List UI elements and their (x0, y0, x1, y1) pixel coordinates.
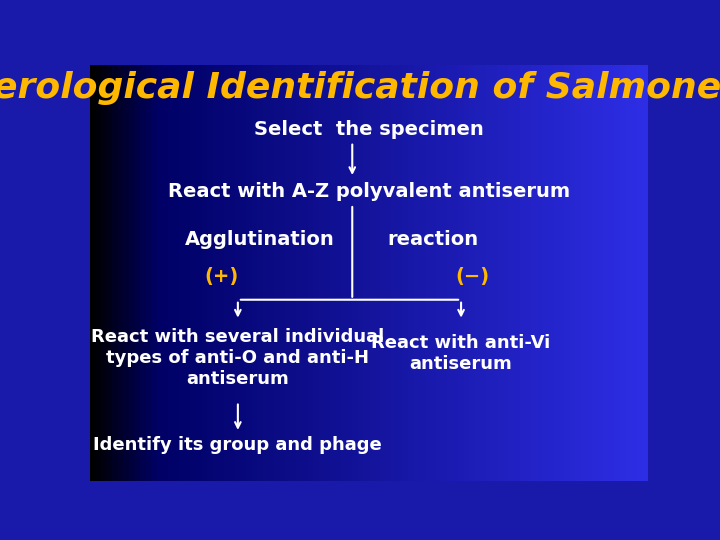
Text: Select  the specimen: Select the specimen (254, 120, 484, 139)
Text: React with A-Z polyvalent antiserum: React with A-Z polyvalent antiserum (168, 182, 570, 201)
Text: (−): (−) (455, 267, 490, 286)
Text: Serological Identification of Salmonella: Serological Identification of Salmonella (0, 71, 720, 105)
Text: (+): (+) (204, 267, 238, 286)
Text: reaction: reaction (387, 230, 479, 249)
Text: Agglutination: Agglutination (185, 230, 335, 249)
Text: React with several individual
types of anti-O and anti-H
antiserum: React with several individual types of a… (91, 328, 384, 388)
Text: React with anti-Vi
antiserum: React with anti-Vi antiserum (372, 334, 551, 373)
Text: Identify its group and phage: Identify its group and phage (94, 436, 382, 454)
